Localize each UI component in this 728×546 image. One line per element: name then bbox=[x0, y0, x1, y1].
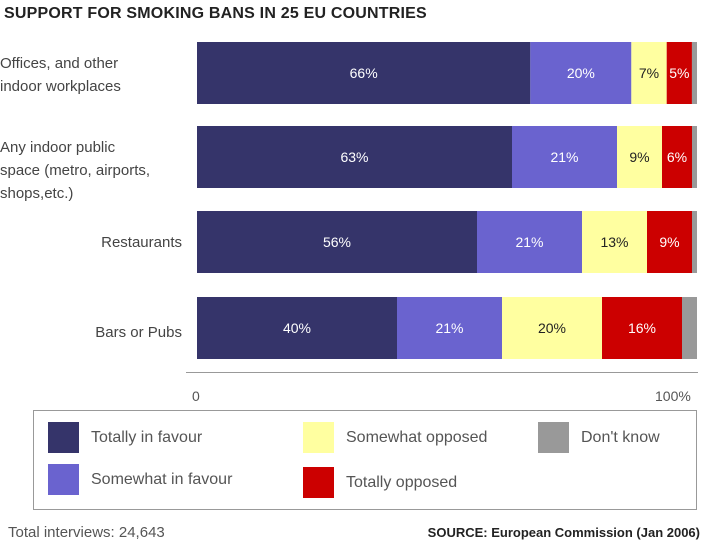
bar-segment-somewhat-in-favour bbox=[530, 42, 632, 104]
bar-segment-don-t-know bbox=[692, 126, 697, 188]
data-label-totally-opposed: 5% bbox=[669, 65, 689, 81]
legend-label: Somewhat in favour bbox=[91, 470, 233, 488]
category-label-bars: Bars or Pubs bbox=[0, 321, 182, 344]
category-label-line: indoor workplaces bbox=[0, 78, 121, 95]
bar-segment-somewhat-opposed bbox=[631, 42, 667, 104]
data-label-totally-opposed: 9% bbox=[659, 234, 679, 250]
chart-title: SUPPORT FOR SMOKING BANS IN 25 EU COUNTR… bbox=[4, 5, 427, 22]
bar-segment-totally-in-favour bbox=[197, 211, 477, 273]
legend: Totally in favour Somewhat in favour Som… bbox=[33, 410, 697, 510]
bar-segment-don-t-know bbox=[682, 297, 697, 359]
category-label-line: Any indoor public bbox=[0, 139, 116, 156]
data-label-totally-in-favour: 63% bbox=[340, 149, 368, 165]
category-label-line: Bars or Pubs bbox=[95, 324, 182, 341]
bar-segment-totally-opposed bbox=[602, 297, 682, 359]
data-label-totally-opposed: 6% bbox=[667, 149, 687, 165]
legend-swatch bbox=[303, 467, 334, 498]
data-label-somewhat-opposed: 20% bbox=[538, 320, 566, 336]
bar-segment-totally-in-favour bbox=[197, 297, 397, 359]
category-label-public-space: Any indoor public space (metro, airports… bbox=[0, 136, 150, 205]
category-label-restaurants: Restaurants bbox=[0, 231, 182, 254]
stacked-bar-chart: 66% 20% 7% 5% 63% 21% 9% 6% 56% 21% 13% 9% 40% 21% 20%… bbox=[197, 42, 697, 359]
data-label-somewhat-in-favour: 20% bbox=[567, 65, 595, 81]
bar-segment-totally-in-favour bbox=[197, 42, 531, 104]
bar-segment-somewhat-in-favour bbox=[397, 297, 502, 359]
data-label-somewhat-opposed: 7% bbox=[639, 65, 659, 81]
data-label-somewhat-in-favour: 21% bbox=[550, 149, 578, 165]
legend-swatch bbox=[48, 464, 79, 495]
data-label-somewhat-opposed: 13% bbox=[600, 234, 628, 250]
total-interviews: Total interviews: 24,643 bbox=[8, 524, 165, 541]
category-label-line: Offices, and other bbox=[0, 55, 119, 72]
legend-item-totally-opposed: Totally opposed bbox=[303, 467, 457, 498]
legend-item-somewhat-in-favour: Somewhat in favour bbox=[48, 464, 232, 495]
x-tick-label-100: 100% bbox=[655, 388, 691, 404]
legend-swatch bbox=[303, 422, 334, 453]
bar-segment-totally-in-favour bbox=[197, 126, 512, 188]
bar-segment-totally-opposed bbox=[662, 126, 692, 188]
category-label-offices: Offices, and other indoor workplaces bbox=[0, 52, 121, 98]
category-label-line: Restaurants bbox=[101, 234, 182, 251]
legend-label: Totally opposed bbox=[346, 473, 458, 491]
legend-label: Don't know bbox=[581, 428, 660, 446]
source-note: SOURCE: European Commission (Jan 2006) bbox=[427, 525, 700, 540]
bar-segment-somewhat-opposed bbox=[582, 211, 647, 273]
legend-swatch bbox=[48, 422, 79, 453]
category-label-line: shops,etc.) bbox=[0, 185, 74, 202]
bar-segment-somewhat-opposed bbox=[617, 126, 662, 188]
legend-swatch bbox=[538, 422, 569, 453]
bar-segment-somewhat-opposed bbox=[502, 297, 602, 359]
legend-label: Totally in favour bbox=[91, 428, 203, 446]
data-label-totally-in-favour: 56% bbox=[323, 234, 351, 250]
bar-segment-don-t-know bbox=[691, 42, 697, 104]
data-label-somewhat-in-favour: 21% bbox=[435, 320, 463, 336]
data-label-totally-in-favour: 40% bbox=[283, 320, 311, 336]
bar-segment-totally-opposed bbox=[666, 42, 692, 104]
bar-segment-totally-opposed bbox=[647, 211, 692, 273]
data-label-somewhat-in-favour: 21% bbox=[515, 234, 543, 250]
legend-item-totally-in-favour: Totally in favour bbox=[48, 422, 202, 453]
legend-item-somewhat-opposed: Somewhat opposed bbox=[303, 422, 487, 453]
x-axis-line bbox=[186, 372, 698, 373]
bar-segment-somewhat-in-favour bbox=[512, 126, 617, 188]
data-label-somewhat-opposed: 9% bbox=[629, 149, 649, 165]
bar-segment-somewhat-in-favour bbox=[477, 211, 582, 273]
category-label-line: space (metro, airports, bbox=[0, 162, 151, 179]
legend-item-dont-know: Don't know bbox=[538, 422, 660, 453]
x-tick-label-0: 0 bbox=[192, 388, 200, 404]
data-label-totally-opposed: 16% bbox=[628, 320, 656, 336]
bar-segment-don-t-know bbox=[692, 211, 697, 273]
legend-label: Somewhat opposed bbox=[346, 428, 488, 446]
data-label-totally-in-favour: 66% bbox=[350, 65, 378, 81]
